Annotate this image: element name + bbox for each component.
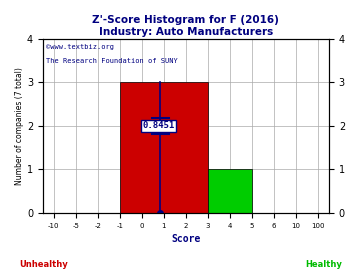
Text: ©www.textbiz.org: ©www.textbiz.org [46,44,114,50]
Text: Unhealthy: Unhealthy [19,260,68,269]
X-axis label: Score: Score [171,234,201,244]
Text: Healthy: Healthy [306,260,342,269]
Text: 0.8451: 0.8451 [142,121,174,130]
Bar [120,82,208,213]
Bar [208,169,252,213]
Title: Z'-Score Histogram for F (2016)
Industry: Auto Manufacturers: Z'-Score Histogram for F (2016) Industry… [93,15,279,37]
Text: The Research Foundation of SUNY: The Research Foundation of SUNY [46,58,177,64]
Y-axis label: Number of companies (7 total): Number of companies (7 total) [15,67,24,185]
